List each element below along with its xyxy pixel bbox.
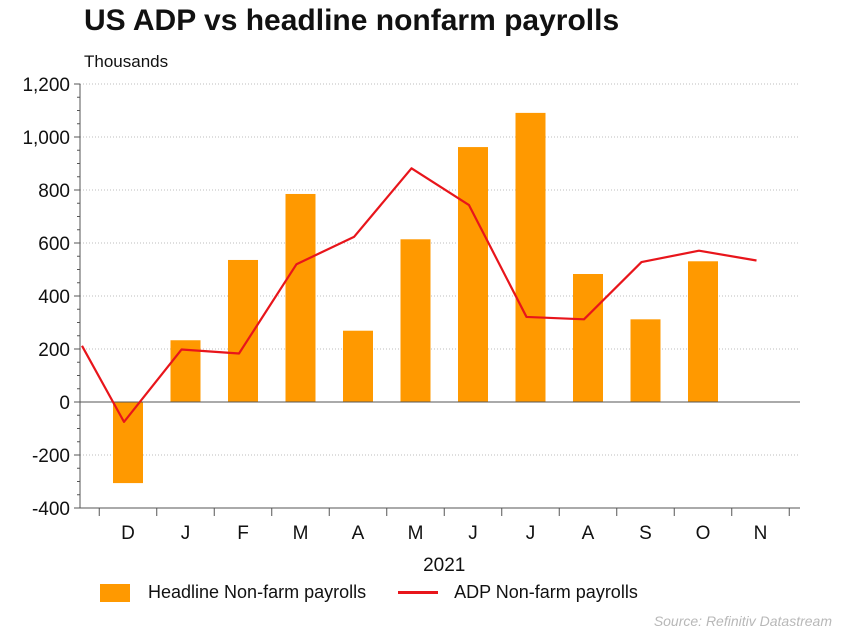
y-tick-label: 800	[38, 181, 70, 202]
legend-line-swatch	[398, 591, 439, 594]
chart-title: US ADP vs headline nonfarm payrolls	[84, 4, 620, 37]
x-tick-label: S	[639, 523, 652, 544]
x-tick-label: J	[181, 523, 191, 544]
line-series	[81, 167, 757, 423]
x-tick-label: J	[526, 523, 536, 544]
x-tick-label: N	[754, 523, 768, 544]
y-tick-label: 1,000	[22, 128, 70, 149]
legend: Headline Non-farm payrolls ADP Non-farm …	[100, 582, 638, 603]
bar-series	[113, 112, 718, 484]
y-tick-label: 600	[38, 234, 70, 255]
bar	[458, 147, 488, 402]
y-tick-label: 200	[38, 340, 70, 361]
x-axis-year-label: 2021	[423, 555, 465, 576]
y-tick-label: 0	[59, 393, 70, 414]
x-tick-label: J	[468, 523, 478, 544]
bar	[688, 261, 718, 402]
axes	[74, 83, 800, 516]
x-tick-label: O	[696, 523, 711, 544]
x-tick-label: D	[121, 523, 135, 544]
bar	[343, 330, 373, 402]
legend-bar-label: Headline Non-farm payrolls	[148, 582, 367, 602]
y-tick-label: -400	[32, 499, 70, 520]
bar	[515, 112, 546, 402]
bar	[573, 274, 603, 402]
source-note: Source: Refinitiv Datastream	[653, 613, 832, 629]
y-tick-label: -200	[32, 446, 70, 467]
x-tick-label: A	[352, 523, 365, 544]
bar	[630, 319, 661, 402]
bar	[285, 193, 316, 402]
legend-bar-swatch	[100, 583, 130, 602]
x-tick-label: M	[408, 523, 424, 544]
x-tick-label: F	[237, 523, 249, 544]
axis-labels: -400 -200 0 200 400 600 800 1,000 1,200 D J F M A M J J A…	[22, 75, 767, 576]
bar	[400, 239, 431, 402]
y-tick-label: 1,200	[22, 75, 70, 96]
x-tick-label: A	[582, 523, 595, 544]
x-tick-label: M	[293, 523, 309, 544]
y-unit-label: Thousands	[84, 52, 169, 71]
bar	[113, 402, 143, 484]
legend-line-label: ADP Non-farm payrolls	[454, 582, 638, 602]
y-tick-label: 400	[38, 287, 70, 308]
